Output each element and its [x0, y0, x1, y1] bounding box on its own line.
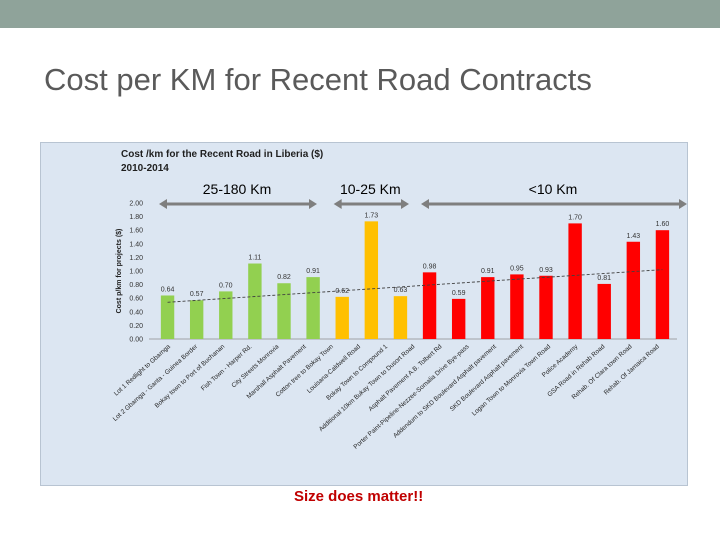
y-tick-label: 1.80 [129, 214, 143, 221]
bar-3 [248, 263, 262, 339]
bar-7 [364, 221, 379, 339]
bar-17 [655, 230, 670, 339]
trendline [167, 269, 663, 303]
y-tick-label: 1.40 [129, 241, 143, 248]
data-label-8: 0.63 [394, 287, 408, 294]
bar-15 [597, 283, 611, 339]
slide-title: Cost per KM for Recent Road Contracts [44, 62, 592, 97]
data-label-1: 0.57 [190, 291, 204, 298]
bar-2 [219, 291, 233, 339]
range-label-under-10-km: <10 Km [528, 181, 578, 197]
chart-subtitle: 2010-2014 [121, 163, 169, 174]
range-arrow-left-head-2 [421, 199, 429, 209]
data-label-15: 0.81 [597, 275, 611, 282]
range-arrow-right-head-1 [401, 199, 409, 209]
category-label-12: Addendum to SKD Boulevard Asphalt paveme… [392, 343, 498, 439]
y-tick-label: 2.00 [129, 201, 143, 208]
category-label-18: Rehab. Of Jamaica Road [603, 343, 661, 397]
bar-6 [335, 296, 349, 339]
bar-14 [568, 223, 582, 339]
range-arrow-right-head-2 [679, 199, 687, 209]
data-label-10: 0.59 [452, 290, 466, 297]
data-label-13: 0.93 [539, 267, 553, 274]
y-tick-label: 1.60 [129, 228, 143, 235]
bar-10 [451, 298, 466, 339]
data-label-2: 0.70 [219, 282, 233, 289]
category-label-9: Additional 10km Bukay Town to Dusort Roa… [318, 343, 417, 433]
data-label-7: 1.73 [365, 212, 379, 219]
range-label-10-25-km: 10-25 Km [339, 181, 401, 197]
chart-title: Cost /km for the Recent Road in Liberia … [121, 149, 323, 160]
y-tick-label: 0.40 [129, 309, 143, 316]
y-axis-label: Cost p/km for projects ($) [116, 229, 123, 314]
data-label-5: 0.91 [306, 268, 320, 275]
data-label-12: 0.95 [510, 265, 524, 272]
category-label-4: City Streets Monrovia [230, 343, 280, 389]
slide-caption: Size does matter!! [294, 488, 424, 505]
category-label-3: Fish Town - Harper Rd. [200, 343, 254, 392]
bar-9 [422, 272, 437, 339]
range-label-25-180-km: 25-180 Km [202, 181, 272, 197]
category-label-7: Louisana-Caldwell Road [306, 343, 362, 395]
y-tick-label: 0.20 [129, 323, 143, 330]
bar-8 [393, 296, 408, 339]
data-label-9: 0.98 [423, 263, 437, 270]
top-accent-bar [0, 0, 720, 28]
data-label-14: 1.70 [568, 214, 582, 221]
data-label-3: 1.11 [248, 255, 261, 262]
range-arrow-right-head-0 [309, 199, 317, 209]
y-tick-label: 1.00 [129, 269, 143, 276]
bar-13 [539, 275, 553, 339]
y-tick-label: 1.20 [129, 255, 143, 262]
bar-1 [189, 300, 204, 339]
y-tick-label: 0.60 [129, 296, 143, 303]
range-arrow-left-head-1 [333, 199, 342, 209]
bar-0 [160, 295, 175, 339]
data-label-16: 1.43 [627, 233, 641, 240]
data-label-6: 0.62 [335, 288, 349, 295]
y-tick-label: 0.00 [129, 337, 143, 344]
bar-chart: Cost /km for the Recent Road in Liberia … [112, 149, 687, 451]
data-label-17: 1.60 [656, 221, 670, 228]
data-label-11: 0.91 [481, 268, 495, 275]
range-arrow-left-head-0 [159, 199, 167, 209]
y-tick-label: 0.80 [129, 282, 143, 289]
bar-4 [277, 283, 291, 339]
bar-5 [306, 277, 320, 339]
bar-11 [481, 277, 495, 339]
data-label-4: 0.82 [277, 274, 291, 281]
data-label-0: 0.64 [161, 286, 175, 293]
bar-16 [626, 241, 641, 339]
chart-image-frame: Cost /km for the Recent Road in Liberia … [40, 142, 688, 486]
bar-12 [510, 274, 524, 339]
